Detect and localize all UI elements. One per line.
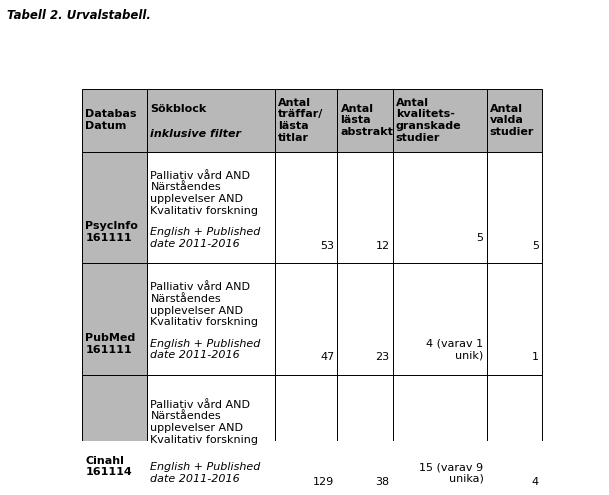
Text: Palliativ vård AND
Närståendes
upplevelser AND
Kvalitativ forskning: Palliativ vård AND Närståendes upplevels… [150,171,258,215]
Bar [393,263,487,375]
Bar [337,89,393,152]
Text: English + Published
date 2011-2016: English + Published date 2011-2016 [150,339,261,360]
Text: 5: 5 [476,233,484,243]
Text: 5: 5 [532,241,539,250]
Bar [337,375,393,495]
Text: 15 (varav 9
unika): 15 (varav 9 unika) [420,462,484,484]
Text: PubMed
161111: PubMed 161111 [85,333,136,354]
Text: Antal
lästa
abstrakt: Antal lästa abstrakt [340,103,393,137]
Text: 1: 1 [532,352,539,362]
Bar [275,375,337,495]
Bar [337,263,393,375]
Bar [147,89,275,152]
Bar [82,152,147,263]
Text: Antal
kvalitets-
granskade
studier: Antal kvalitets- granskade studier [396,98,462,143]
Text: 129: 129 [313,477,334,487]
Bar [82,375,147,495]
Bar [275,263,337,375]
Text: Databas
Datum: Databas Datum [85,109,137,131]
Bar [82,263,147,375]
Text: 4: 4 [532,477,539,487]
Bar [275,152,337,263]
Bar [337,152,393,263]
Bar [275,89,337,152]
Bar [393,89,487,152]
Text: Tabell 2. Urvalstabell.: Tabell 2. Urvalstabell. [7,9,151,22]
Text: Palliativ vård AND
Närståendes
upplevelser AND
Kvalitativ forskning: Palliativ vård AND Närståendes upplevels… [150,282,258,327]
Bar [147,152,275,263]
Bar [487,375,542,495]
Text: 47: 47 [320,352,334,362]
Text: 4 (varav 1
unik): 4 (varav 1 unik) [426,339,484,360]
Text: Palliativ vård AND
Närståendes
upplevelser AND
Kvalitativ forskning: Palliativ vård AND Närståendes upplevels… [150,399,258,445]
Bar [393,375,487,495]
Text: PsycInfo
161111: PsycInfo 161111 [85,221,138,243]
Text: 23: 23 [376,352,390,362]
Text: 12: 12 [376,241,390,250]
Text: English + Published
date 2011-2016: English + Published date 2011-2016 [150,462,261,484]
Text: 53: 53 [320,241,334,250]
Bar [393,152,487,263]
Bar [147,375,275,495]
Text: inklusive filter: inklusive filter [150,129,241,139]
Text: English + Published
date 2011-2016: English + Published date 2011-2016 [150,227,261,248]
Bar [487,89,542,152]
Bar [487,152,542,263]
Bar [487,263,542,375]
Text: Sökblock: Sökblock [150,104,206,114]
Text: Cinahl
161114: Cinahl 161114 [85,456,132,477]
Bar [82,89,147,152]
Bar [147,263,275,375]
Text: Antal
valda
studier: Antal valda studier [490,103,534,137]
Text: 38: 38 [376,477,390,487]
Text: Antal
träffar/
lästa
titlar: Antal träffar/ lästa titlar [278,98,323,143]
